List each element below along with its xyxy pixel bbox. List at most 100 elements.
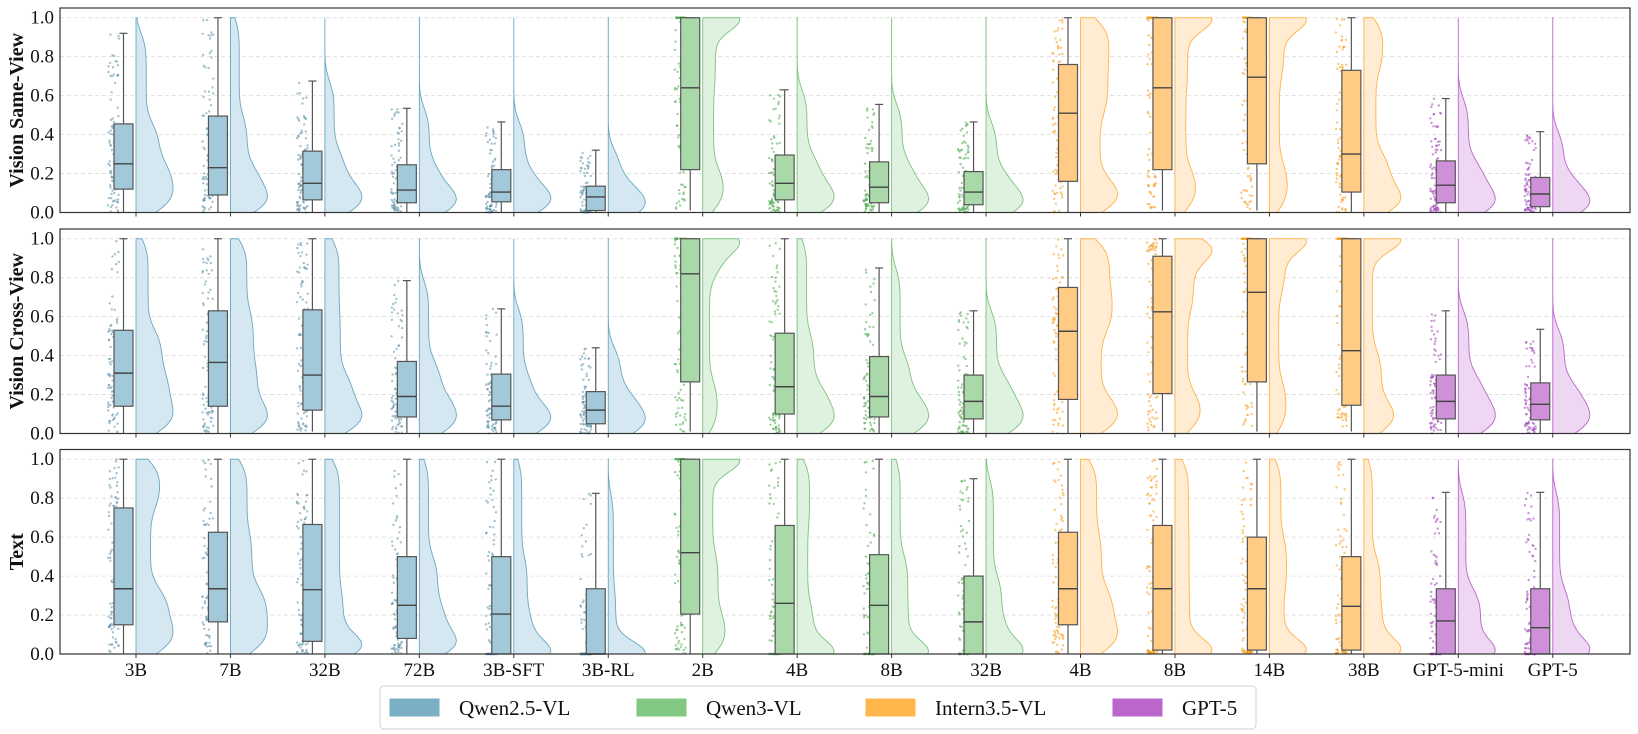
- box: [1530, 176, 1551, 208]
- data-point: [305, 253, 308, 256]
- violin: [418, 458, 457, 655]
- data-point: [1528, 517, 1531, 520]
- box: [963, 374, 984, 420]
- data-point: [401, 122, 404, 126]
- data-point: [209, 416, 212, 419]
- data-point: [109, 33, 112, 36]
- data-point: [961, 498, 965, 502]
- data-point: [1248, 651, 1251, 654]
- data-point: [959, 508, 962, 511]
- data-point: [777, 93, 780, 97]
- data-point: [1148, 280, 1151, 283]
- data-point: [1337, 392, 1340, 396]
- data-point: [115, 641, 118, 644]
- data-point: [580, 553, 583, 556]
- data-point: [583, 357, 587, 360]
- data-point: [204, 468, 207, 471]
- data-point: [209, 255, 212, 258]
- data-point: [1344, 419, 1348, 422]
- data-point: [209, 206, 213, 209]
- data-point: [582, 497, 585, 501]
- data-point: [107, 338, 111, 341]
- data-point: [1059, 633, 1062, 636]
- data-point: [1431, 416, 1435, 420]
- y-tick-label: 0.8: [30, 488, 54, 509]
- data-point: [113, 308, 117, 312]
- data-point: [1336, 67, 1339, 71]
- data-point: [485, 207, 489, 211]
- data-point: [1523, 390, 1527, 393]
- violin: [135, 458, 174, 655]
- data-point: [485, 614, 488, 618]
- box: [963, 171, 984, 206]
- data-point: [1054, 541, 1057, 544]
- data-point: [202, 519, 205, 523]
- y-tick-label: 0.8: [30, 47, 54, 68]
- data-point: [1337, 528, 1340, 531]
- data-point: [1057, 238, 1060, 241]
- data-point: [1526, 538, 1530, 541]
- data-point: [961, 597, 964, 600]
- data-point: [1055, 139, 1059, 142]
- data-point: [1433, 177, 1436, 180]
- data-point: [297, 243, 300, 246]
- data-point: [1523, 387, 1527, 390]
- data-point: [1054, 184, 1057, 187]
- data-point: [117, 250, 120, 254]
- data-point: [1244, 28, 1248, 31]
- data-point: [295, 347, 299, 350]
- data-point: [1055, 308, 1058, 311]
- data-point: [1053, 197, 1056, 201]
- data-point: [400, 641, 403, 645]
- data-point: [773, 486, 776, 489]
- data-point: [581, 545, 584, 548]
- data-point: [1147, 19, 1150, 22]
- data-point: [680, 183, 683, 186]
- violin: [607, 237, 646, 434]
- data-point: [1523, 650, 1527, 654]
- x-tick-label: 32B: [970, 660, 1002, 681]
- data-point: [390, 198, 393, 202]
- data-point: [1526, 206, 1529, 209]
- data-point: [1146, 422, 1149, 425]
- data-point: [110, 610, 113, 614]
- data-point: [1243, 200, 1246, 204]
- data-point: [776, 208, 779, 212]
- data-point: [583, 428, 586, 431]
- data-point: [1240, 510, 1243, 513]
- data-point: [1432, 166, 1435, 169]
- data-point: [675, 124, 679, 127]
- data-point: [1533, 575, 1536, 579]
- data-point: [778, 122, 781, 125]
- data-point: [1057, 407, 1061, 410]
- data-point: [111, 74, 114, 78]
- data-point: [210, 411, 213, 414]
- data-point: [585, 372, 588, 375]
- box: [396, 164, 417, 204]
- data-point: [393, 415, 396, 418]
- data-point: [1242, 649, 1246, 652]
- data-point: [208, 208, 211, 211]
- data-point: [394, 373, 398, 376]
- data-point: [207, 426, 211, 429]
- data-point: [866, 388, 869, 391]
- data-point: [1242, 579, 1246, 582]
- data-point: [207, 110, 211, 113]
- data-point: [1338, 45, 1341, 48]
- data-point: [494, 478, 497, 481]
- data-point: [108, 484, 111, 487]
- data-point: [1152, 519, 1155, 522]
- data-point: [1054, 612, 1057, 615]
- data-point: [1341, 63, 1344, 67]
- data-point: [581, 397, 584, 401]
- data-point: [1345, 415, 1348, 418]
- data-point: [1334, 127, 1338, 131]
- data-point: [776, 481, 780, 484]
- data-point: [298, 563, 302, 566]
- data-point: [201, 291, 204, 295]
- data-point: [304, 643, 307, 646]
- data-point: [1154, 411, 1158, 414]
- data-point: [393, 475, 396, 478]
- data-point: [1155, 467, 1159, 470]
